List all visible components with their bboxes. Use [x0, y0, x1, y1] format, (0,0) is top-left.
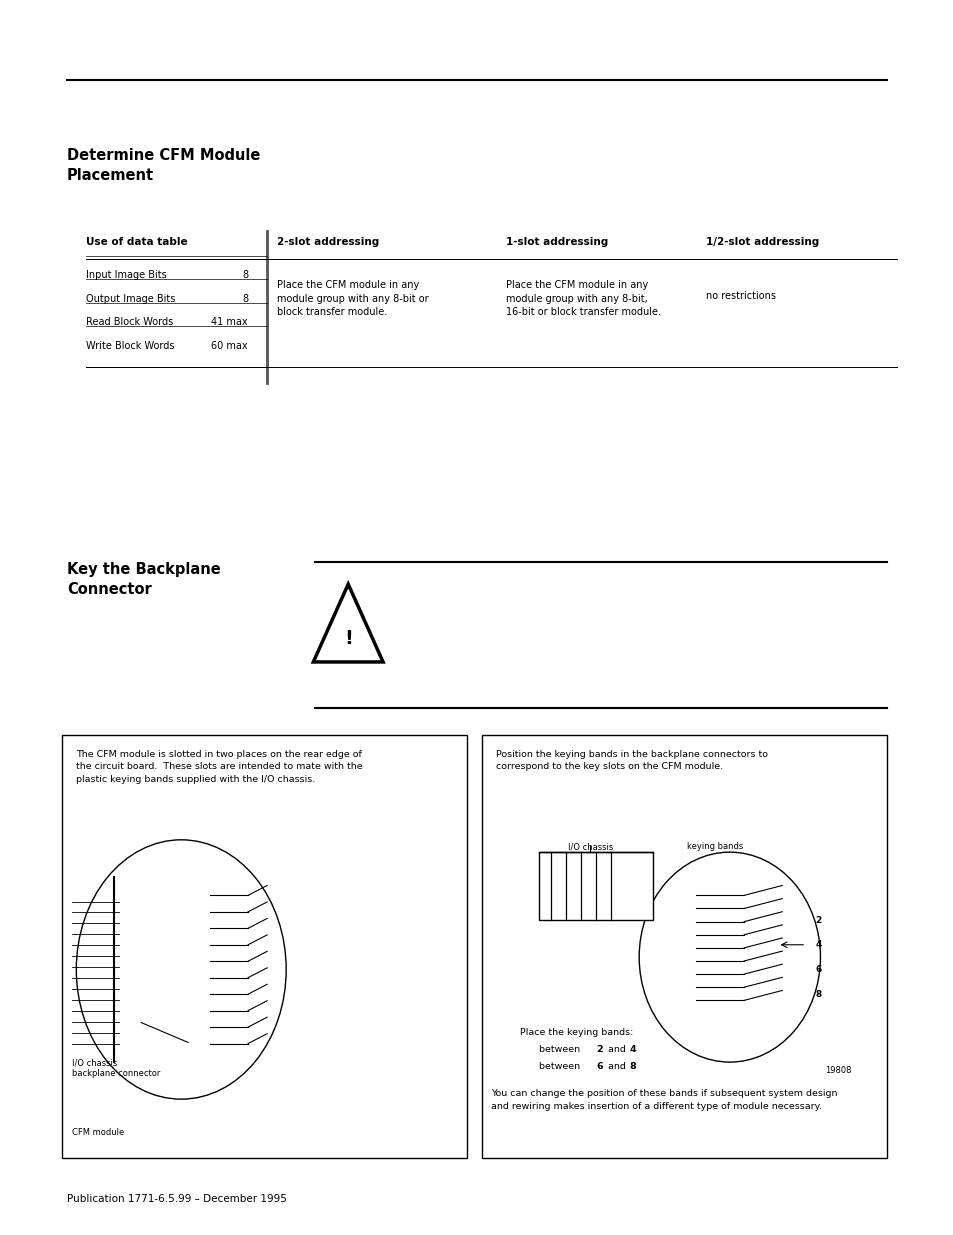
Text: 1/2-slot addressing: 1/2-slot addressing: [705, 237, 819, 247]
Text: 8: 8: [242, 270, 248, 280]
Text: 8: 8: [242, 294, 248, 304]
Text: Write Block Words: Write Block Words: [86, 341, 174, 351]
Text: 4: 4: [815, 940, 821, 950]
Text: 2-slot addressing: 2-slot addressing: [276, 237, 378, 247]
Text: 2: 2: [815, 915, 821, 925]
Ellipse shape: [76, 840, 286, 1099]
Text: Read Block Words: Read Block Words: [86, 317, 172, 327]
Text: Publication 1771-6.5.99 – December 1995: Publication 1771-6.5.99 – December 1995: [67, 1194, 286, 1204]
Text: You can change the position of these bands if subsequent system design
and rewir: You can change the position of these ban…: [491, 1089, 837, 1110]
Text: and: and: [604, 1062, 628, 1071]
Text: Output Image Bits: Output Image Bits: [86, 294, 175, 304]
Text: 8: 8: [815, 989, 821, 999]
Text: 4: 4: [629, 1045, 636, 1053]
Text: Determine CFM Module
Placement: Determine CFM Module Placement: [67, 148, 260, 183]
Text: between: between: [538, 1045, 582, 1053]
Text: 41 max: 41 max: [212, 317, 248, 327]
Text: The CFM module is slotted in two places on the rear edge of
the circuit board.  : The CFM module is slotted in two places …: [76, 750, 362, 784]
Text: 6: 6: [596, 1062, 602, 1071]
Text: 60 max: 60 max: [212, 341, 248, 351]
Text: 1-slot addressing: 1-slot addressing: [505, 237, 607, 247]
Text: Input Image Bits: Input Image Bits: [86, 270, 167, 280]
Text: Place the CFM module in any
module group with any 8-bit or
block transfer module: Place the CFM module in any module group…: [276, 280, 428, 316]
Text: Place the CFM module in any
module group with any 8-bit,
16-bit or block transfe: Place the CFM module in any module group…: [505, 280, 659, 316]
Text: keying bands: keying bands: [686, 842, 742, 851]
Text: no restrictions: no restrictions: [705, 291, 775, 301]
Text: CFM module: CFM module: [71, 1128, 124, 1136]
Text: Place the keying bands:: Place the keying bands:: [519, 1028, 633, 1036]
Bar: [62, 735, 467, 1158]
Text: I/O chassis
backplane connector: I/O chassis backplane connector: [71, 1058, 160, 1078]
Text: 6: 6: [815, 965, 821, 974]
Text: between: between: [538, 1062, 582, 1071]
Text: 2: 2: [596, 1045, 602, 1053]
Text: Key the Backplane
Connector: Key the Backplane Connector: [67, 562, 220, 597]
Text: 8: 8: [629, 1062, 636, 1071]
Ellipse shape: [639, 852, 820, 1062]
Text: 19808: 19808: [824, 1066, 851, 1074]
Text: I/O chassis: I/O chassis: [567, 842, 612, 851]
Text: !: !: [343, 629, 353, 648]
Text: Position the keying bands in the backplane connectors to
correspond to the key s: Position the keying bands in the backpla…: [496, 750, 767, 771]
Text: Use of data table: Use of data table: [86, 237, 188, 247]
Bar: [481, 735, 886, 1158]
Bar: [538, 852, 653, 920]
Text: and: and: [604, 1045, 628, 1053]
